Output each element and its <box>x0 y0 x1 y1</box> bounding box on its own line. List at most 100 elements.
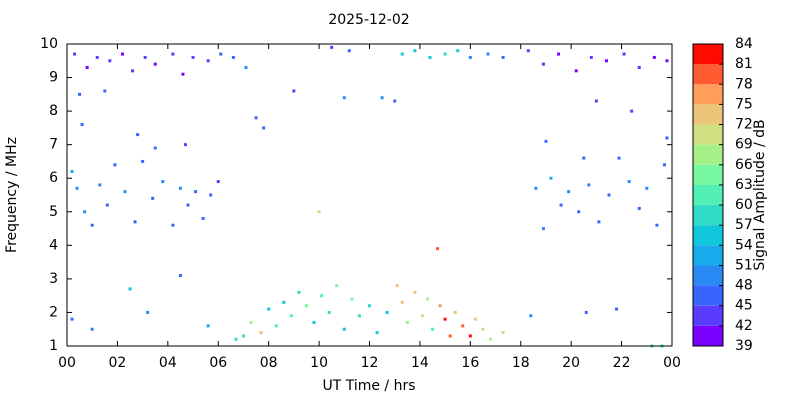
data-cell <box>425 297 429 301</box>
data-cell <box>136 133 140 137</box>
colorbar-tick-label: 63 <box>735 177 753 193</box>
data-cell <box>98 183 102 187</box>
data-cell <box>526 49 530 53</box>
colorbar-band <box>693 184 723 206</box>
colorbar-tick-label: 72 <box>735 117 753 133</box>
data-cell <box>274 324 278 328</box>
data-cell <box>320 294 324 298</box>
data-cell <box>70 317 74 321</box>
data-cell <box>375 331 379 335</box>
data-cell <box>254 116 258 120</box>
data-cell <box>584 310 588 314</box>
data-cell <box>637 65 641 69</box>
data-cell <box>85 65 89 69</box>
colorbar-tick-label: 54 <box>735 237 753 253</box>
data-cell <box>194 190 198 194</box>
data-cell <box>574 69 578 73</box>
data-cell <box>665 59 669 63</box>
data-cell <box>544 139 548 143</box>
data-cell <box>380 96 384 100</box>
data-cell <box>607 193 611 197</box>
data-cell <box>468 334 472 338</box>
data-cell <box>241 334 245 338</box>
data-cell <box>413 290 417 294</box>
colorbar-band <box>693 245 723 266</box>
data-cell <box>234 337 238 341</box>
x-tick-label: 20 <box>562 355 580 371</box>
data-cell <box>153 146 157 150</box>
data-cell <box>541 62 545 66</box>
data-cell <box>289 314 293 318</box>
y-tick-label: 10 <box>40 36 58 52</box>
colorbar-band <box>693 225 723 246</box>
data-cell <box>443 52 447 56</box>
colorbar-tick-label: 39 <box>735 338 753 354</box>
plot-frame <box>66 43 673 347</box>
data-cell <box>133 220 137 224</box>
data-cell <box>357 314 361 318</box>
data-cell <box>597 220 601 224</box>
colorbar-tick-label: 48 <box>735 278 753 294</box>
x-tick-label: 14 <box>411 355 429 371</box>
data-cell <box>627 180 631 184</box>
data-cell <box>292 89 296 93</box>
data-cell <box>95 55 99 59</box>
colorbar-tick-label: 78 <box>735 76 753 92</box>
data-cell <box>178 186 182 190</box>
data-cell <box>393 99 397 103</box>
colorbar-band <box>693 144 723 165</box>
colorbar-band <box>693 325 723 346</box>
data-cell <box>645 186 649 190</box>
data-cell <box>201 216 205 220</box>
x-tick-label: 08 <box>260 355 278 371</box>
data-cell <box>652 55 656 59</box>
data-cell <box>448 334 452 338</box>
data-cell <box>549 176 553 180</box>
y-tick-label: 9 <box>49 70 58 86</box>
data-cell <box>206 324 210 328</box>
data-cell <box>481 327 485 331</box>
data-cell <box>209 193 213 197</box>
data-cell <box>75 186 79 190</box>
data-cell <box>473 317 477 321</box>
data-cell <box>501 55 505 59</box>
data-cell <box>662 163 666 167</box>
y-tick-label: 4 <box>49 237 58 253</box>
data-cell <box>249 321 253 325</box>
data-cell <box>171 52 175 56</box>
colorbar-band <box>693 84 723 105</box>
data-cell <box>622 52 626 56</box>
data-cell <box>206 59 210 63</box>
data-cell <box>405 321 409 325</box>
colorbar-tick-label: 45 <box>735 298 753 314</box>
data-cell <box>630 109 634 113</box>
data-cell <box>604 59 608 63</box>
x-tick-label: 16 <box>461 355 479 371</box>
data-cell <box>244 65 248 69</box>
data-cell <box>231 55 235 59</box>
colorbar-tick-label: 81 <box>735 56 753 72</box>
data-cell <box>90 223 94 227</box>
data-cell <box>105 203 109 207</box>
colorbar-band <box>693 164 723 185</box>
data-cell <box>73 52 77 56</box>
data-cell <box>317 210 321 214</box>
colorbar-tick-label: 42 <box>735 318 753 334</box>
data-cell <box>216 180 220 184</box>
x-axis-label: UT Time / hrs <box>322 378 415 394</box>
x-tick-label: 22 <box>613 355 631 371</box>
data-cell <box>486 52 490 56</box>
colorbar-tick-label: 57 <box>735 217 753 233</box>
data-cell <box>582 156 586 160</box>
y-tick-label: 8 <box>49 103 58 119</box>
data-cell <box>557 52 561 56</box>
data-cell <box>161 180 165 184</box>
data-cell <box>108 59 112 63</box>
data-cell <box>428 55 432 59</box>
colorbar-band <box>693 64 723 85</box>
data-cell <box>594 99 598 103</box>
data-cell <box>70 170 74 174</box>
data-cell <box>78 92 82 96</box>
colorbar-tick-label: 69 <box>735 137 753 153</box>
